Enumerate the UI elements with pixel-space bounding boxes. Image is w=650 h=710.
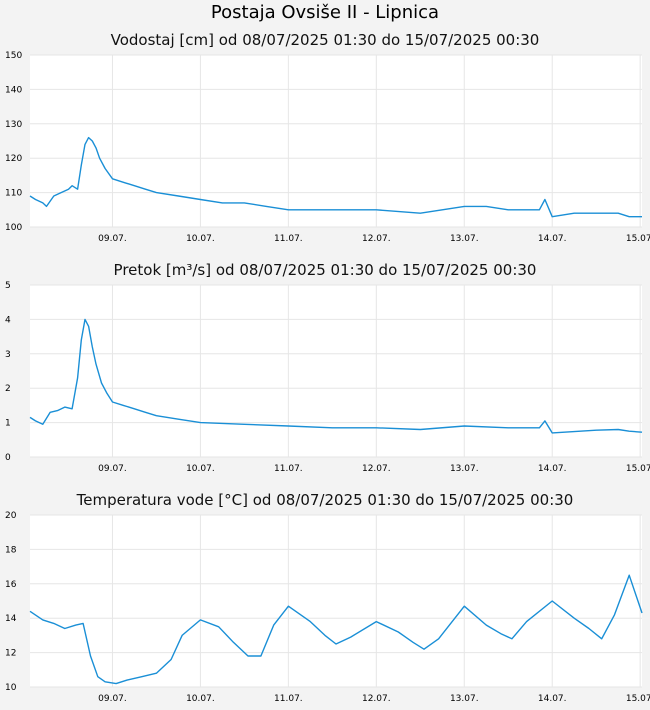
y-tick-label: 100 <box>5 223 22 233</box>
x-tick-label: 10.07. <box>186 234 215 244</box>
y-tick-label: 18 <box>5 545 17 555</box>
y-tick-label: 110 <box>5 189 22 199</box>
x-tick-label: 14.07. <box>538 464 567 474</box>
chart-water-level: 100 110 120 130 140 150 09.07. 10.07. 11.07. 12.0… <box>5 51 650 244</box>
y-tick-label: 14 <box>5 614 17 624</box>
x-tick-label: 09.07. <box>98 694 127 704</box>
x-tick-label: 13.07. <box>450 694 479 704</box>
x-tick-label: 11.07. <box>274 234 303 244</box>
y-tick-label: 4 <box>5 315 11 325</box>
series-line <box>29 136 642 218</box>
x-tick-label: 09.07. <box>98 464 127 474</box>
x-tick-label: 12.07. <box>362 694 391 704</box>
y-tick-label: 1 <box>5 419 11 429</box>
y-tick-label: 3 <box>5 350 11 360</box>
chart-title-water-temperature: Temperatura vode [°C] od 08/07/2025 01:3… <box>76 491 574 509</box>
y-tick-label: 16 <box>5 580 17 590</box>
series-line <box>29 574 643 685</box>
plot-area <box>30 285 642 457</box>
x-tick-label: 13.07. <box>450 464 479 474</box>
x-tick-label: 09.07. <box>98 234 127 244</box>
x-tick-label: 14.07. <box>538 694 567 704</box>
x-tick-label: 15.07. <box>626 694 650 704</box>
y-tick-label: 130 <box>5 120 22 130</box>
y-tick-label: 12 <box>5 649 16 659</box>
y-tick-label: 120 <box>5 154 22 164</box>
y-tick-label: 0 <box>5 453 11 463</box>
y-tick-label: 5 <box>5 281 11 291</box>
chart-title-water-level: Vodostaj [cm] od 08/07/2025 01:30 do 15/… <box>110 31 540 49</box>
series-line <box>29 318 643 434</box>
x-tick-label: 13.07. <box>450 234 479 244</box>
chart-title-discharge: Pretok [m³/s] od 08/07/2025 01:30 do 15/… <box>113 261 537 279</box>
chart-water-temperature: 10 12 14 16 18 20 09.07. 10.07. 11.07. 12.07. 13.0… <box>5 511 650 704</box>
plot-area <box>30 55 642 227</box>
x-tick-label: 11.07. <box>274 694 303 704</box>
x-tick-label: 12.07. <box>362 234 391 244</box>
x-tick-label: 11.07. <box>274 464 303 474</box>
x-tick-label: 15.07. <box>626 234 650 244</box>
page-title: Postaja Ovsiše II - Lipnica <box>210 2 440 23</box>
chart-discharge: 0 1 2 3 4 5 09.07. 10.07. 11.07. 12.07. 13.07. 14.0… <box>5 281 650 474</box>
plot-area <box>30 515 642 687</box>
x-tick-label: 12.07. <box>362 464 391 474</box>
x-tick-label: 10.07. <box>186 694 215 704</box>
x-tick-label: 14.07. <box>538 234 567 244</box>
y-tick-label: 150 <box>5 51 22 61</box>
y-tick-label: 140 <box>5 85 22 95</box>
y-tick-label: 20 <box>5 511 17 521</box>
y-tick-label: 2 <box>5 384 11 394</box>
x-tick-label: 10.07. <box>186 464 215 474</box>
x-tick-label: 15.07. <box>626 464 650 474</box>
y-tick-label: 10 <box>5 683 17 693</box>
